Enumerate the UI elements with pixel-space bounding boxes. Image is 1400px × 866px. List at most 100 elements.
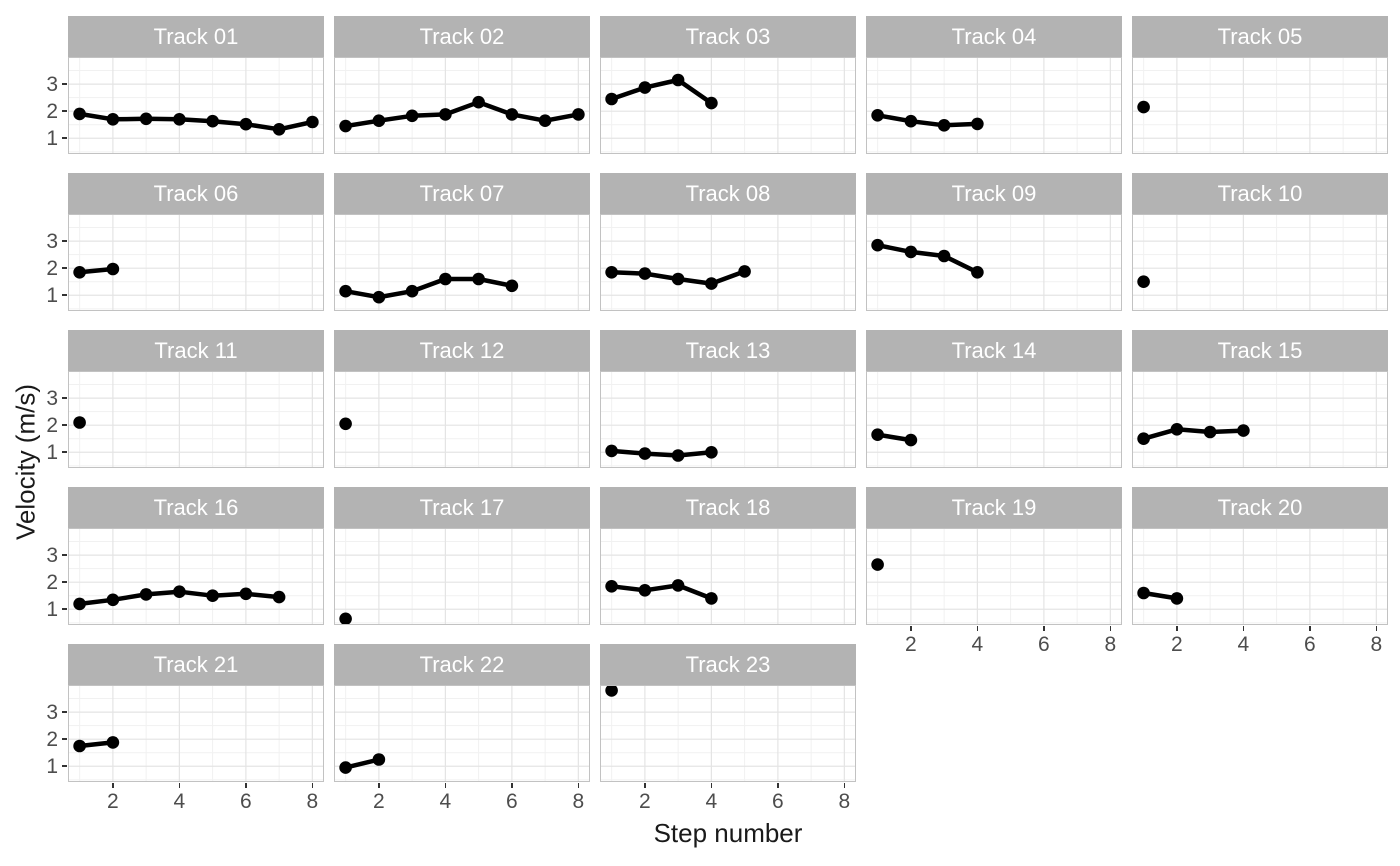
x-tick-label: 6 [1304,633,1316,656]
facet-panel [68,57,324,154]
data-point [705,446,718,459]
data-line [609,77,714,106]
facet-track-05: Track 05 [1132,16,1388,154]
data-point [1137,275,1150,288]
facet-track-20: Track 20 2 4 6 8 [1132,487,1388,655]
y-tick-mark [62,137,67,140]
x-tick-mark [777,783,779,788]
x-tick-label: 4 [705,790,718,813]
data-point [937,119,951,132]
facet-strip-label: Track 23 [685,652,771,677]
data-point [73,416,86,429]
x-tick-label: 6 [1038,633,1050,656]
facet-strip: Track 22 [334,644,590,685]
y-tick-label: 3 [46,386,58,410]
data-point [73,597,86,611]
y-tick-label: 2 [46,727,58,751]
facet-track-09: Track 09 [866,173,1122,311]
facet-strip: Track 20 [1132,487,1388,528]
data-point [1170,423,1184,436]
data-point [272,590,286,604]
x-tick-mark [976,626,979,631]
facet-track-23: Track 23 2 4 6 8 [600,644,856,812]
facet-strip: Track 18 [600,487,856,528]
data-point [339,612,352,625]
y-tick-label: 1 [46,597,58,621]
data-point [472,95,485,109]
facet-track-15: Track 15 [1132,330,1388,468]
x-tick-label: 2 [905,633,917,656]
data-point [173,585,186,598]
facet-strip: Track 17 [334,487,590,528]
facet-strip: Track 09 [866,173,1122,214]
data-point [1137,432,1150,445]
facet-strip: Track 11 [68,330,324,371]
facet-panel [1132,214,1388,311]
y-tick-mark [62,451,67,454]
data-point [139,588,153,601]
y-tick-label: 3 [46,543,58,567]
facet-strip-label: Track 04 [951,24,1037,49]
data-point [871,109,884,122]
x-tick-mark [710,783,713,788]
data-point [339,761,352,774]
data-point [605,92,618,106]
data-point [705,277,718,290]
facet-panel [866,528,1122,625]
x-tick-mark [1242,626,1245,631]
facet-track-07: Track 07 [334,173,590,311]
data-point [339,417,352,431]
x-tick-mark [644,783,646,788]
facet-strip-label: Track 16 [153,495,239,520]
data-point [605,444,618,458]
data-point [239,117,253,131]
y-tick-label: 1 [46,126,58,150]
data-line [609,448,714,458]
data-point [106,736,120,749]
facet-panel [866,371,1122,468]
data-point [671,272,685,286]
data-point [372,290,386,304]
y-tick-label: 3 [46,229,58,253]
x-tick-label: 8 [306,790,319,813]
facet-strip-label: Track 03 [685,24,771,49]
facet-strip: Track 02 [334,16,590,57]
facet-strip-label: Track 18 [685,495,771,520]
data-point [339,119,352,133]
facet-strip-label: Track 10 [1217,181,1303,206]
data-point [572,108,585,121]
facet-panel [334,57,590,154]
facet-panel [866,214,1122,311]
facet-panel [1132,57,1388,154]
x-tick-label: 4 [1237,633,1250,656]
facet-strip: Track 04 [866,16,1122,57]
facet-strip: Track 19 [866,487,1122,528]
y-tick-mark [62,294,67,297]
facet-strip-label: Track 05 [1217,24,1303,49]
y-tick-mark [62,83,67,85]
facet-track-01: Track 01 1 2 3 [46,16,324,154]
x-tick-mark [577,783,580,788]
data-point [605,580,618,593]
facet-track-22: Track 22 2 4 6 8 [334,644,590,812]
x-tick-mark [1375,626,1378,631]
data-point [937,249,951,263]
x-tick-label: 2 [107,790,119,813]
data-point [638,267,652,280]
facet-strip-label: Track 20 [1217,495,1303,520]
data-point [705,96,718,110]
facet-panel [600,57,856,154]
facet-strip-label: Track 14 [951,338,1037,363]
facet-panel [334,685,590,782]
data-point [339,284,352,298]
y-tick-mark [62,738,67,740]
data-line [609,583,714,601]
data-point [1237,424,1250,437]
data-point [605,266,618,279]
facet-strip-label: Track 17 [419,495,505,520]
facet-strip: Track 08 [600,173,856,214]
data-point [106,113,120,126]
y-tick-label: 2 [46,570,58,594]
y-tick-mark [62,711,67,713]
